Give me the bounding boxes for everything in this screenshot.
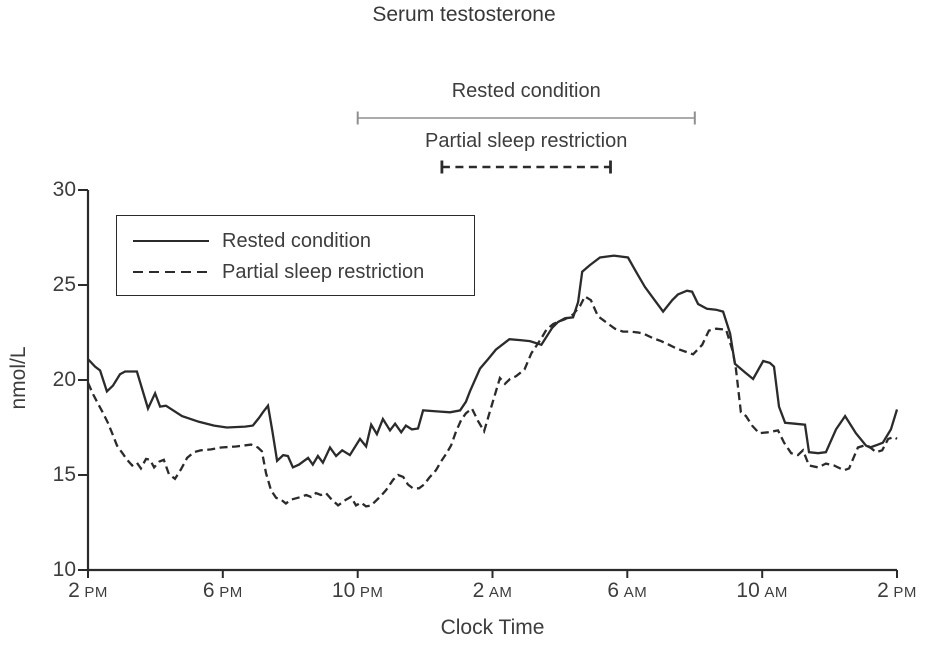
x-tick-hour: 2	[472, 579, 485, 602]
restriction-period-label: Partial sleep restriction	[425, 130, 628, 152]
x-tick-hour: 10	[331, 579, 356, 602]
x-tick-label: 10 PM	[332, 579, 384, 603]
chart-title: Serum testosterone	[372, 3, 556, 26]
sleep-restriction-line	[86, 294, 898, 508]
y-tick-label: 25	[52, 273, 76, 296]
legend-item-rested: Rested condition	[133, 228, 371, 254]
x-tick-meridiem: AM	[619, 584, 648, 601]
x-tick-meridiem: PM	[355, 584, 384, 601]
x-tick-hour: 2	[877, 579, 889, 602]
x-tick-label: 2 AM	[473, 579, 513, 603]
x-tick-label: 6 PM	[203, 579, 243, 603]
y-tick-label: 10	[52, 558, 76, 581]
x-tick-hour: 6	[202, 579, 215, 602]
x-tick-label: 10 AM	[736, 579, 788, 603]
rested-condition-line	[87, 254, 899, 469]
x-tick-meridiem: PM	[888, 584, 917, 601]
x-tick-meridiem: AM	[484, 584, 513, 601]
x-axis-label: Clock Time	[440, 616, 545, 639]
x-tick-hour: 10	[736, 579, 760, 602]
x-tick-hour: 2	[68, 579, 80, 602]
dashed-line-sample-icon	[133, 270, 209, 274]
solid-line-sample-icon	[133, 239, 209, 243]
legend-item-restricted: Partial sleep restriction	[133, 259, 424, 285]
x-tick-label: 2 PM	[877, 579, 917, 603]
x-tick-label: 2 PM	[68, 579, 108, 603]
x-tick-meridiem: PM	[214, 584, 243, 601]
legend-label-rested: Rested condition	[222, 229, 371, 252]
x-tick-meridiem: PM	[79, 584, 108, 601]
x-tick-hour: 6	[607, 579, 620, 602]
x-tick-label: 6 AM	[607, 579, 647, 603]
rested-period-label: Rested condition	[451, 80, 601, 102]
y-tick-label: 15	[52, 463, 76, 486]
y-tick-label: 20	[52, 368, 76, 391]
legend: Rested condition Partial sleep restricti…	[116, 215, 475, 296]
legend-label-restricted: Partial sleep restriction	[222, 260, 425, 283]
y-tick-label: 30	[52, 178, 76, 201]
x-tick-meridiem: AM	[759, 584, 788, 601]
